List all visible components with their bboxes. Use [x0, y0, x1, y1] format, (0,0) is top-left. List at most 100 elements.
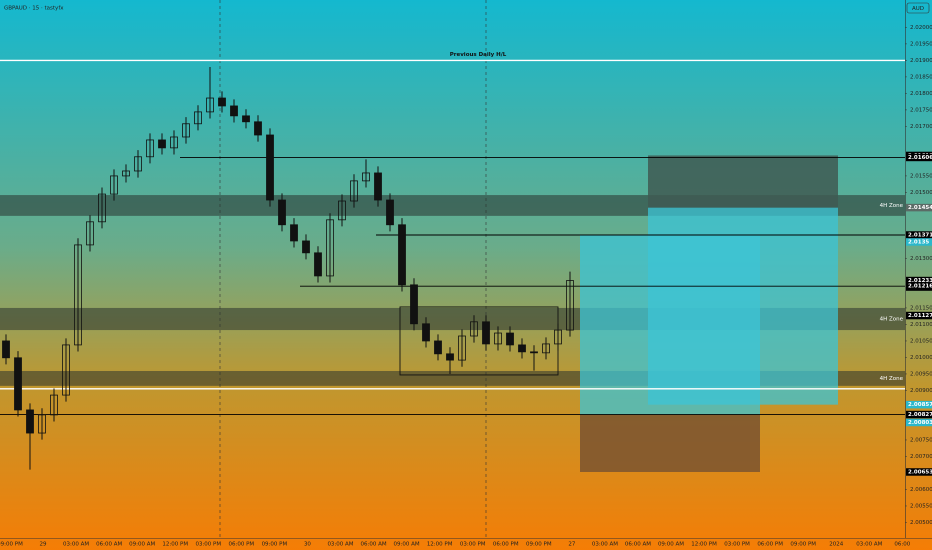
candle-body — [170, 136, 178, 149]
x-tick-label: 03:00 PM — [195, 542, 221, 548]
zone-label: 4H Zone — [880, 203, 904, 209]
x-tick-label: 29 — [40, 542, 47, 548]
candle-body — [230, 105, 238, 117]
y-tick-label: 2.02000 — [910, 25, 932, 31]
price-label-bg — [906, 400, 932, 409]
price-label: 2.01127 — [908, 313, 932, 319]
candle-body — [98, 193, 106, 223]
price-label-bg — [906, 418, 932, 427]
candle-body — [218, 97, 226, 107]
y-tick-label: 2.01150 — [910, 305, 932, 311]
price-label: 2.01216 — [908, 284, 932, 290]
y-tick-label: 2.00700 — [910, 454, 932, 460]
x-tick-label: 06:00 PM — [493, 542, 519, 548]
x-tick-label: 03:00 AM — [63, 542, 89, 548]
y-tick-label: 2.01500 — [910, 190, 932, 196]
x-tick-label: 27 — [568, 542, 575, 548]
candle-body — [302, 240, 310, 254]
candle-body — [350, 180, 358, 202]
y-tick-label: 2.01100 — [910, 322, 932, 328]
symbol-title: GBPAUD · 15 · tastyfx — [4, 6, 64, 12]
candle-body — [446, 353, 454, 361]
candle-body — [194, 111, 202, 125]
x-tick-label: 06:00 PM — [757, 542, 783, 548]
price-label: 2.00653 — [908, 469, 932, 475]
candle-body — [266, 134, 274, 201]
x-tick-label: 09:00 PM — [526, 542, 552, 548]
candle-body — [326, 219, 334, 277]
candle-body — [110, 175, 118, 195]
x-tick-label: 06:00 PM — [229, 542, 255, 548]
y-tick-label: 2.00750 — [910, 437, 932, 443]
position-stop — [580, 414, 760, 472]
y-tick-label: 2.00950 — [910, 371, 932, 377]
price-label: 2.01454 — [908, 205, 932, 211]
price-label: 2.00857 — [908, 402, 932, 408]
y-tick-label: 2.01700 — [910, 124, 932, 130]
x-tick-label: 09:00 PM — [790, 542, 816, 548]
price-label: 2.00803 — [908, 420, 932, 426]
x-tick-label: 06:00 — [894, 542, 910, 548]
candle-body — [398, 224, 406, 286]
candle-body — [242, 115, 250, 123]
y-tick-label: 2.01800 — [910, 91, 932, 97]
candle-body — [74, 244, 82, 346]
currency-button[interactable] — [906, 2, 930, 14]
candle-body — [2, 340, 10, 359]
candle-body — [14, 357, 22, 411]
price-label-bg — [906, 410, 932, 419]
y-tick-label: 2.01950 — [910, 41, 932, 47]
price-label: 2.01606 — [908, 155, 932, 161]
candle-body — [182, 123, 190, 138]
price-label: 2.01371 — [908, 233, 932, 239]
candle-body — [134, 156, 142, 172]
candle-body — [458, 335, 466, 361]
candle-body — [434, 340, 442, 355]
position-stop — [648, 155, 838, 208]
candle-body — [494, 332, 502, 345]
price-label-bg — [906, 311, 932, 320]
candle-body — [554, 329, 562, 345]
y-tick-label: 2.01300 — [910, 256, 932, 262]
candle-body — [518, 344, 526, 353]
candle-body — [542, 343, 550, 354]
price-label-bg — [906, 468, 932, 476]
x-tick-label: 09:00 AM — [658, 542, 684, 548]
y-tick-label: 2.01900 — [910, 58, 932, 64]
x-tick-label: 06:00 AM — [96, 542, 122, 548]
candle-body — [422, 323, 430, 342]
x-tick-label: 03:00 PM — [460, 542, 486, 548]
x-tick-label: 06:00 AM — [360, 542, 386, 548]
y-tick-label: 2.00600 — [910, 487, 932, 493]
candle-body — [470, 321, 478, 337]
x-tick-label: 03:00 PM — [724, 542, 750, 548]
candle-body — [26, 409, 34, 434]
candle-body — [386, 199, 394, 226]
y-tick-label: 2.01000 — [910, 355, 932, 361]
x-tick-label: 09:00 PM — [262, 542, 288, 548]
price-label-bg — [906, 282, 932, 290]
y-tick-label: 2.01750 — [910, 107, 932, 113]
candle-body — [50, 394, 58, 416]
candle-body — [314, 252, 322, 277]
price-label: 2.00827 — [908, 412, 932, 418]
x-tick-label: 12:00 PM — [427, 542, 453, 548]
candle-body — [62, 344, 70, 396]
zone-label: 4H Zone — [880, 376, 904, 382]
y-tick-label: 2.00500 — [910, 520, 932, 526]
x-tick-label: 03:00 AM — [592, 542, 618, 548]
price-label: 2.01233 — [908, 278, 932, 284]
candle-body — [410, 284, 418, 325]
zone-label: 4H Zone — [880, 317, 904, 323]
y-tick-label: 2.00900 — [910, 388, 932, 394]
x-tick-label: 12:00 PM — [162, 542, 188, 548]
candle-body — [482, 321, 490, 345]
x-tick-label: 09:00 AM — [394, 542, 420, 548]
candle-body — [122, 170, 130, 177]
y-tick-label: 2.01050 — [910, 338, 932, 344]
price-label-bg — [906, 238, 932, 246]
currency-button-label[interactable]: AUD — [912, 6, 924, 12]
candle-body — [290, 224, 298, 242]
